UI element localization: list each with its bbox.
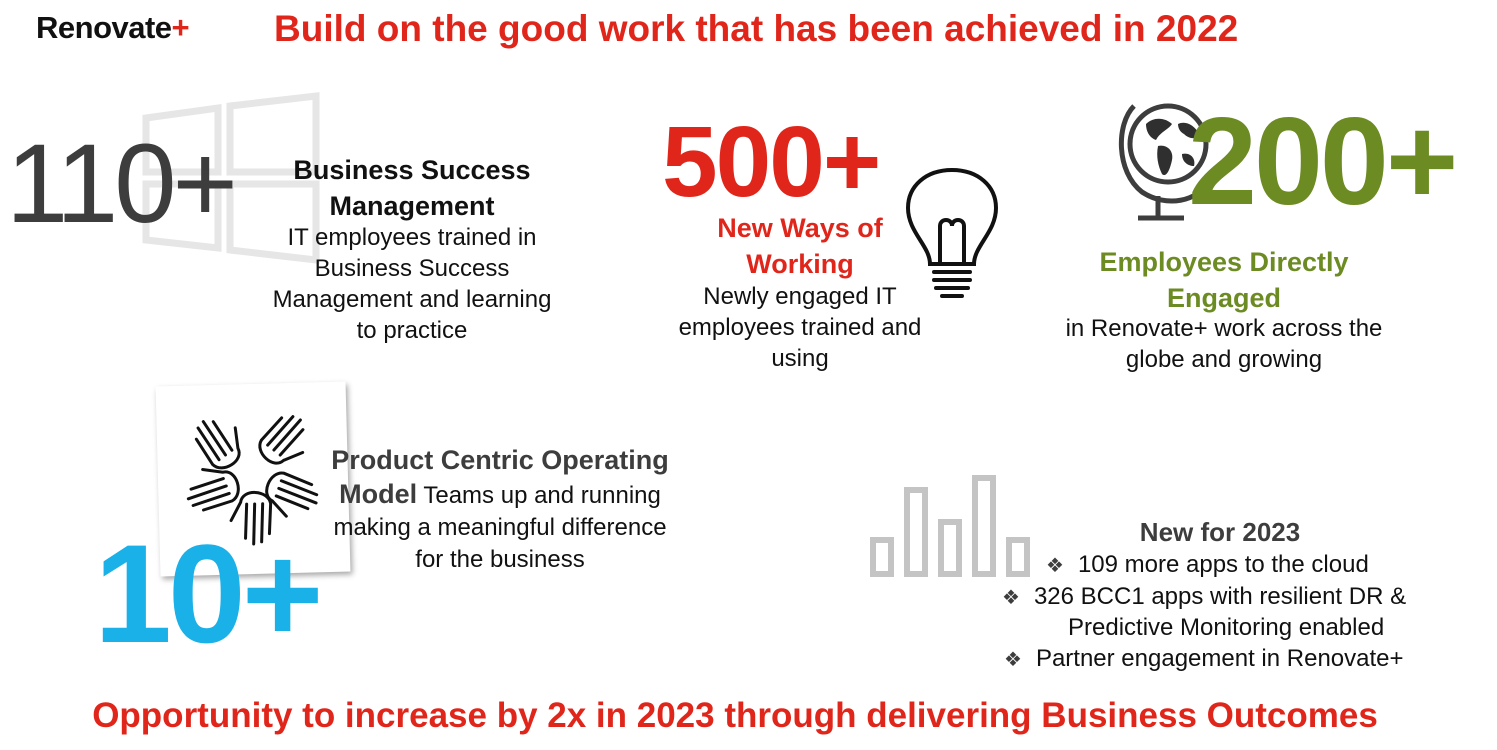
bar-chart-icon: [870, 475, 1030, 577]
footer-statement: Opportunity to increase by 2x in 2023 th…: [92, 696, 1378, 735]
hands-circle-icon: [186, 415, 319, 546]
stat-description-nwow: Newly engaged IT employees trained and u…: [678, 283, 922, 372]
list-item: ❖ 109 more apps to the cloud: [1046, 551, 1369, 578]
globe-icon: [1118, 103, 1212, 221]
stat-number-110: 110+: [6, 121, 238, 246]
stat-title-pcom: Product Centric Operating Model: [331, 445, 669, 509]
stat-number-200: 200+: [1188, 93, 1458, 231]
page-title: Build on the good work that has been ach…: [274, 8, 1239, 49]
stat-number-10: 10+: [94, 515, 323, 672]
stat-title-employees: Employees Directly Engaged: [1099, 247, 1349, 313]
stat-description-pcom: Product Centric Operating Model Teams up…: [330, 444, 670, 576]
bullet-icon: ❖: [1004, 649, 1022, 671]
stat-description-bsm: IT employees trained in Business Success…: [272, 224, 552, 344]
list-item-continuation: Predictive Monitoring enabled: [1068, 614, 1385, 641]
stat-title-nwow: New Ways of Working: [717, 213, 883, 279]
hands-card: [155, 381, 351, 577]
stat-description-text: Teams up and running making a meaningful…: [333, 482, 667, 573]
bullet-icon: ❖: [1002, 587, 1020, 609]
stat-title-bsm: Business Success Management: [293, 155, 531, 221]
bullet-icon: ❖: [1046, 555, 1064, 577]
new-2023-title: New for 2023: [1139, 517, 1301, 547]
windows-logo-icon: [142, 92, 320, 264]
stat-description-employees: in Renovate+ work across the globe and g…: [1065, 315, 1383, 373]
list-item: ❖ 326 BCC1 apps with resilient DR &: [1002, 583, 1407, 610]
light-bulb-icon: [905, 167, 999, 298]
stat-number-500: 500+: [662, 106, 881, 218]
list-item: ❖ Partner engagement in Renovate+: [1004, 645, 1404, 672]
logo: Renovate+: [36, 10, 190, 45]
